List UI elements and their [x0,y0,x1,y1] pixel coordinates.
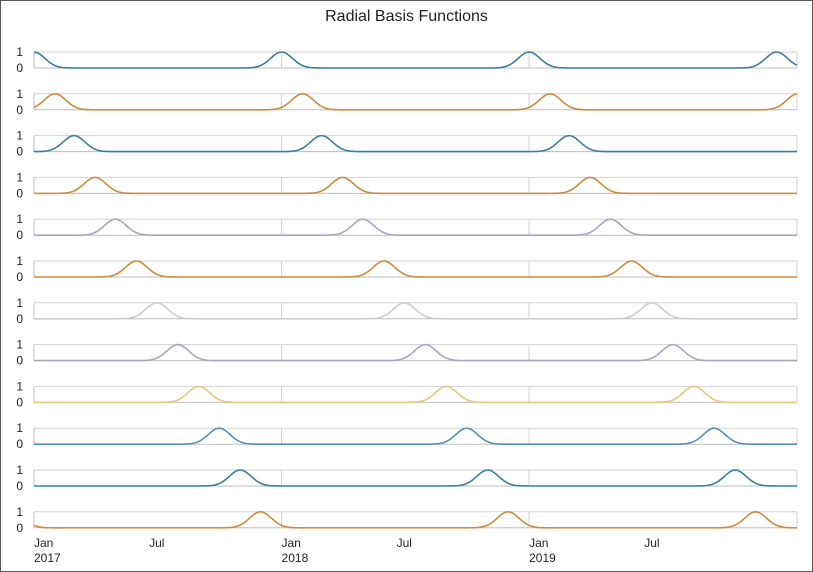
series-line [33,510,798,529]
y-tick-label: 1 [16,254,23,268]
y-tick-label: 0 [16,145,23,159]
y-tick-label: 1 [16,45,23,59]
series-line [34,176,797,195]
series-line [34,260,797,278]
y-tick-label: 1 [16,379,23,393]
y-tick-label: 0 [16,186,23,200]
x-tick-label: Jul [397,536,412,550]
y-tick-label: 0 [16,521,23,535]
y-tick-label: 1 [16,212,23,226]
y-tick-label: 0 [16,437,23,451]
y-tick-label: 0 [16,395,23,409]
y-tick-label: 0 [16,61,23,75]
x-tick-label: Jul [149,536,164,550]
y-tick-label: 1 [16,338,23,352]
x-tick-label-year: 2017 [34,551,61,565]
y-tick-label: 0 [16,479,23,493]
y-tick-label: 1 [16,170,23,184]
y-tick-label: 1 [16,463,23,477]
series-line [34,385,797,404]
series-line [33,134,797,153]
y-tick-label: 0 [16,270,23,284]
series-line [34,301,797,320]
y-tick-label: 1 [16,87,23,101]
series-line [34,218,797,236]
series-line [34,427,797,445]
y-tick-label: 0 [16,228,23,242]
y-tick-label: 0 [16,312,23,326]
y-tick-label: 1 [16,421,23,435]
y-tick-label: 1 [16,129,23,143]
series-line [33,92,798,111]
y-tick-label: 0 [16,103,23,117]
chart-title: Radial Basis Functions [325,8,488,25]
x-tick-label: Jan [282,536,301,550]
y-tick-label: 1 [16,296,23,310]
x-tick-label: Jul [644,536,659,550]
x-tick-label: Jan [529,536,548,550]
series-line [33,51,798,69]
series-line [34,343,797,362]
x-tick-label: Jan [34,536,53,550]
x-tick-label-year: 2019 [529,551,556,565]
series-line [34,469,797,487]
x-tick-label-year: 2018 [282,551,309,565]
y-tick-label: 0 [16,354,23,368]
y-tick-label: 1 [16,505,23,519]
